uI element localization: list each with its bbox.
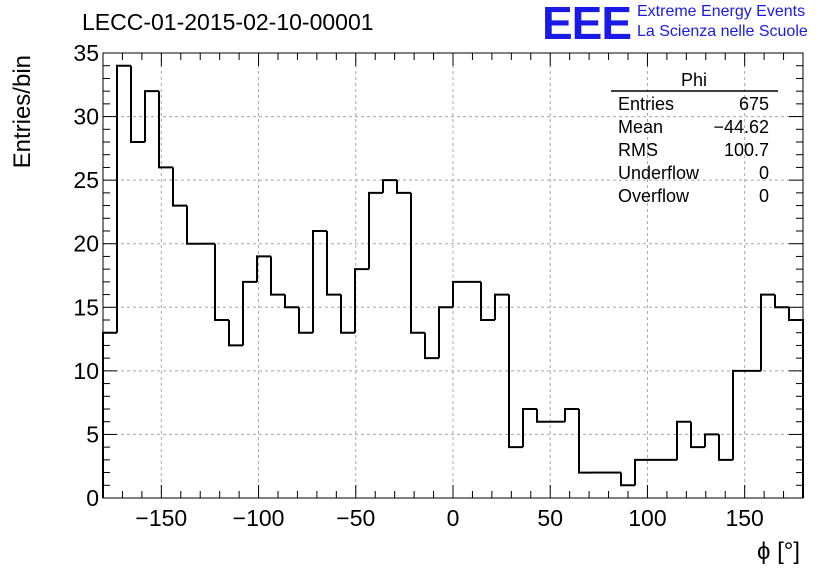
x-tick-label: 50 (537, 505, 563, 531)
stats-label: Entries (618, 94, 674, 114)
histogram-bin (410, 192, 425, 334)
stats-label: RMS (618, 140, 658, 160)
histogram-bin (382, 179, 397, 193)
histogram-bin (242, 280, 257, 346)
axis-ticks (103, 52, 803, 499)
histogram-bin (270, 256, 285, 296)
histogram-bin (438, 306, 453, 359)
histogram-bin (620, 472, 635, 487)
histogram-bin (326, 231, 341, 296)
histogram-bin (312, 230, 327, 333)
histogram-bin (396, 180, 411, 194)
y-tick-label: 5 (86, 421, 99, 447)
stats-label: Overflow (618, 186, 690, 206)
histogram-bin (578, 409, 593, 474)
x-tick-label: −150 (135, 505, 187, 531)
histogram-bin (634, 458, 649, 486)
histogram-bin (130, 65, 145, 143)
histogram-bin (732, 369, 747, 460)
brand-line-1: Extreme Energy Events (637, 3, 806, 20)
histogram-bin (354, 268, 369, 333)
stats-value: 100.7 (724, 140, 769, 160)
x-tick-label: 100 (628, 505, 666, 531)
y-tick-label: 0 (86, 485, 99, 511)
histogram-bin (760, 293, 775, 371)
stats-value: 675 (739, 94, 769, 114)
histogram-bin (564, 408, 579, 422)
histogram-bin (536, 409, 551, 423)
histogram-bin (690, 421, 705, 449)
x-tick-label: 150 (725, 505, 763, 531)
histogram-bin (214, 243, 229, 321)
histogram-bin (480, 281, 495, 321)
y-tick-label: 10 (73, 358, 99, 384)
stats-label: Underflow (618, 163, 700, 183)
y-tick-label: 25 (73, 167, 99, 193)
histogram-bin (452, 280, 467, 308)
x-tick-label: −50 (336, 505, 375, 531)
histogram-bin (144, 90, 159, 142)
y-tick-label: 35 (73, 40, 99, 66)
histogram-bin (424, 332, 439, 360)
plot-frame (102, 52, 804, 499)
x-tick-label: −100 (233, 505, 285, 531)
stats-box: Phi Entries 675 Mean −44.62 RMS 100.7 Underflo… (611, 70, 778, 206)
histogram-bin (172, 167, 187, 207)
histogram-bin (102, 331, 117, 498)
y-axis-label: Entries/bin (9, 55, 36, 168)
histogram-bin (186, 205, 201, 245)
grid-lines (103, 53, 803, 498)
histogram-bin (298, 307, 313, 334)
histogram-bin (676, 420, 691, 460)
histogram-bin (718, 434, 733, 461)
histogram-bin (494, 293, 509, 320)
histogram-bin (788, 307, 804, 498)
histogram-bin (508, 294, 523, 449)
stats-value: −44.62 (713, 117, 769, 137)
histogram-bin (774, 294, 789, 309)
x-tick-label: 0 (447, 505, 460, 531)
y-tick-label: 30 (73, 104, 99, 130)
tick-labels: −150 −100 −50 0 50 100 150 0 5 10 15 20 25 30 35 (73, 40, 763, 531)
stats-value: 0 (759, 163, 769, 183)
histogram-bin (228, 320, 243, 347)
histogram-bin (522, 408, 537, 448)
histogram-bin (368, 191, 383, 270)
y-tick-label: 20 (73, 231, 99, 257)
y-tick-label: 15 (73, 294, 99, 320)
chart-title: LECC-01-2015-02-10-00001 (82, 9, 374, 35)
stats-title: Phi (681, 70, 707, 90)
histogram-bin (256, 255, 271, 282)
x-axis-label: ϕ [°] (757, 538, 800, 565)
histogram-bin (116, 64, 131, 333)
stats-value: 0 (759, 186, 769, 206)
histogram-bin (340, 294, 355, 334)
histogram-bin (158, 91, 173, 169)
brand-line-2: La Scienza nelle Scuole (637, 23, 808, 40)
histogram-bin (704, 433, 719, 448)
stats-rows: Entries 675 Mean −44.62 RMS 100.7 Underflow 0 Ov… (618, 94, 769, 206)
eee-logo: EEE (542, 0, 632, 49)
histogram-bin (284, 294, 299, 309)
stats-label: Mean (618, 117, 663, 137)
